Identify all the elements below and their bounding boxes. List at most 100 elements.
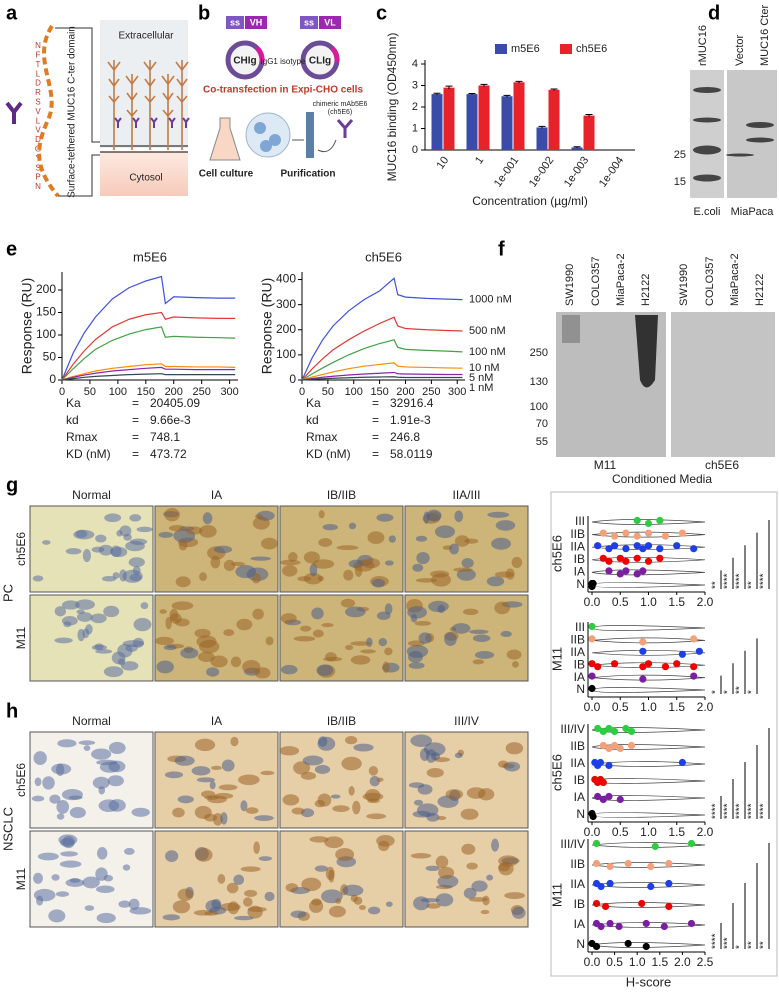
significance-label: ** [735,686,746,694]
tissue [118,900,131,908]
mucin-stalk [125,74,139,150]
tissue [341,756,362,771]
tissue [491,838,500,852]
x-tick-label: 200 [396,386,414,398]
y-tick-label: 100 [276,347,296,361]
blot [671,312,775,457]
tissue [99,761,121,773]
kinetic-param: 1.91e-3 [390,413,431,427]
band [693,117,721,123]
tissue [345,644,354,650]
category-label: IA [574,790,585,804]
dot [611,741,619,750]
significance-label: **** [735,573,746,589]
tissue [60,851,78,857]
y-tick-label: 3 [412,79,418,91]
x-tick-label: 1.0 [640,595,657,609]
row-label: ch5E6 [14,763,28,797]
x-tick-label: 2.0 [697,825,714,839]
tissue [244,889,258,897]
kinetic-param: Ka [66,396,81,410]
tissue [75,529,88,538]
column-label: IB/IIB [327,714,356,728]
tissue [352,800,361,815]
tissue [165,850,179,862]
plasmid-label: CLIg [309,56,331,67]
panel-label: g [6,474,18,496]
violin [591,625,706,631]
dot [633,570,641,578]
y-tick-label: 0 [412,144,418,156]
tissue [328,905,346,918]
dot [606,919,614,928]
dot [690,663,698,671]
sensorgram-line [301,316,463,381]
tissue [318,538,333,547]
tissue [159,609,167,614]
legend-label: ch5E6 [576,43,607,55]
tissue [217,874,226,884]
category-label: IB [574,657,585,671]
bar [501,96,513,150]
tissue [336,545,359,551]
tissue [343,569,354,581]
dot [638,899,646,908]
violin [591,687,706,693]
tissue [415,535,428,542]
dot [597,922,605,931]
dot [660,922,668,931]
flask [209,117,241,161]
series-label: 100 nM [469,346,506,358]
tissue [426,903,441,909]
chart-title: ch5E6 [365,249,402,264]
column-label: IB/IIB [327,488,356,502]
tissue [253,841,260,854]
lane-label: Vector [734,34,746,66]
dot [588,672,596,680]
tissue [214,545,233,554]
tissue [303,551,320,564]
tissue [354,563,363,577]
tissue [511,556,523,568]
tissue [348,786,355,796]
transfection-label: Co-transfection in Expi-CHO cells [203,85,363,96]
tissue [171,601,194,611]
tissue [300,625,312,632]
tissue [49,794,61,804]
tissue [32,575,44,582]
significance-label: ** [747,941,758,949]
tissue [486,874,493,881]
row-label: M11 [14,626,28,649]
sequence-letter: V [35,107,41,116]
tissue [204,911,219,916]
kinetic-param: KD (nM) [306,447,351,461]
domain-label: Surface-tethered MUC16 C-ter domain [67,26,78,198]
sensorgram-line [301,376,463,381]
legend-label: m5E6 [511,43,540,55]
tissue [140,602,149,610]
x-tick-label: 0 [59,386,65,398]
dot [592,899,601,908]
signal-box [226,16,244,29]
tissue [318,736,328,747]
significance-label: **** [711,933,722,949]
sequence-letter: P [35,173,40,182]
violin [591,637,706,644]
tissue [368,765,379,776]
dot [624,859,632,868]
bar [431,94,443,150]
kinetic-param: kd [306,413,319,427]
extracellular-label: Extracellular [118,31,174,42]
tissue [204,795,219,800]
y-tick-label: 200 [36,282,56,296]
dot [661,663,670,671]
tissue [388,535,396,543]
x-tick-label: 150 [137,386,155,398]
dot [639,675,647,683]
tissue [311,607,324,620]
tissue [376,777,384,782]
tissue [426,767,444,778]
tissue [175,576,191,588]
tissue [31,795,45,802]
tissue [91,748,112,760]
